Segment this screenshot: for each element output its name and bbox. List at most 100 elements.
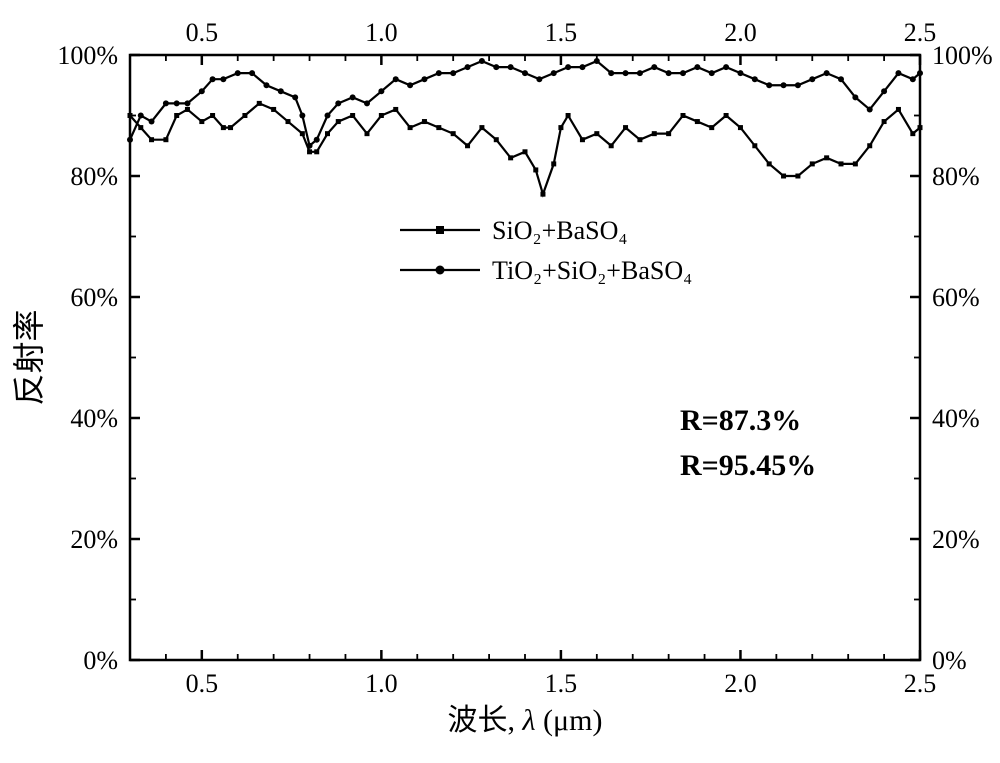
marker-circle [680, 70, 686, 76]
marker-square [795, 174, 800, 179]
marker-circle [895, 70, 901, 76]
marker-square [307, 149, 312, 154]
marker-circle [637, 70, 643, 76]
marker-circle [393, 76, 399, 82]
marker-square [138, 125, 143, 130]
marker-circle [325, 113, 331, 119]
marker-square [767, 161, 772, 166]
marker-square [199, 119, 204, 124]
marker-circle [465, 64, 471, 70]
marker-square [286, 119, 291, 124]
marker-square [738, 125, 743, 130]
marker-circle [522, 70, 528, 76]
marker-square [221, 125, 226, 130]
marker-circle [364, 100, 370, 106]
y-tick-label-right: 0% [932, 646, 967, 675]
marker-square [594, 131, 599, 136]
marker-circle [881, 88, 887, 94]
y-tick-label-right: 60% [932, 283, 980, 312]
marker-circle [508, 64, 514, 70]
marker-square [810, 161, 815, 166]
marker-square [174, 113, 179, 118]
marker-square [242, 113, 247, 118]
marker-circle [307, 143, 313, 149]
marker-circle [867, 106, 873, 112]
marker-square [918, 125, 923, 130]
marker-square [325, 131, 330, 136]
marker-circle [335, 100, 341, 106]
marker-circle [752, 76, 758, 82]
y-tick-label: 60% [70, 283, 118, 312]
marker-square [336, 119, 341, 124]
marker-square [185, 107, 190, 112]
marker-square [882, 119, 887, 124]
marker-circle [809, 76, 815, 82]
marker-circle [220, 76, 226, 82]
marker-circle [127, 137, 133, 143]
marker-square [551, 161, 556, 166]
marker-square [451, 131, 456, 136]
marker-circle [292, 94, 298, 100]
marker-square [508, 155, 513, 160]
marker-circle [138, 113, 144, 119]
marker-circle [450, 70, 456, 76]
marker-square [867, 143, 872, 148]
marker-circle [917, 70, 923, 76]
x-tick-label-top: 1.0 [365, 18, 398, 47]
marker-circle [852, 94, 858, 100]
y-tick-label: 20% [70, 525, 118, 554]
marker-circle [184, 100, 190, 106]
marker-square [494, 137, 499, 142]
marker-square [228, 125, 233, 130]
marker-circle [278, 88, 284, 94]
marker-circle [249, 70, 255, 76]
marker-square [824, 155, 829, 160]
legend-label: TiO₂+SiO₂+BaSO₄ [492, 256, 692, 285]
marker-circle [149, 119, 155, 125]
marker-square [709, 125, 714, 130]
marker-square [128, 113, 133, 118]
marker-square [681, 113, 686, 118]
marker-circle [551, 70, 557, 76]
y-tick-label: 0% [83, 646, 118, 675]
marker-circle [623, 70, 629, 76]
marker-square [724, 113, 729, 118]
y-tick-label-right: 100% [932, 41, 993, 70]
marker-square [350, 113, 355, 118]
marker-circle [299, 113, 305, 119]
marker-square [566, 113, 571, 118]
legend-marker [436, 226, 444, 234]
marker-circle [493, 64, 499, 70]
x-axis-label: 波长, λ (μm) [448, 704, 603, 737]
marker-circle [350, 94, 356, 100]
marker-square [781, 174, 786, 179]
marker-square [910, 131, 915, 136]
marker-circle [479, 58, 485, 64]
marker-circle [579, 64, 585, 70]
marker-square [540, 192, 545, 197]
y-tick-label-right: 20% [932, 525, 980, 554]
marker-square [623, 125, 628, 130]
marker-circle [651, 64, 657, 70]
marker-circle [421, 76, 427, 82]
marker-circle [838, 76, 844, 82]
marker-square [479, 125, 484, 130]
chart-svg: 0.50.51.01.01.51.52.02.02.52.50%0%20%20%… [0, 0, 1000, 763]
marker-square [580, 137, 585, 142]
marker-circle [781, 82, 787, 88]
marker-square [523, 149, 528, 154]
marker-circle [766, 82, 772, 88]
x-tick-label: 1.0 [365, 669, 398, 698]
marker-square [149, 137, 154, 142]
marker-square [422, 119, 427, 124]
legend-label: SiO₂+BaSO₄ [492, 216, 627, 245]
x-tick-label: 2.0 [724, 669, 757, 698]
marker-square [853, 161, 858, 166]
marker-circle [737, 70, 743, 76]
y-tick-label-right: 80% [932, 162, 980, 191]
marker-square [752, 143, 757, 148]
marker-square [365, 131, 370, 136]
y-axis-label: 反射率 [11, 309, 47, 405]
x-tick-label-top: 0.5 [186, 18, 219, 47]
marker-circle [174, 100, 180, 106]
